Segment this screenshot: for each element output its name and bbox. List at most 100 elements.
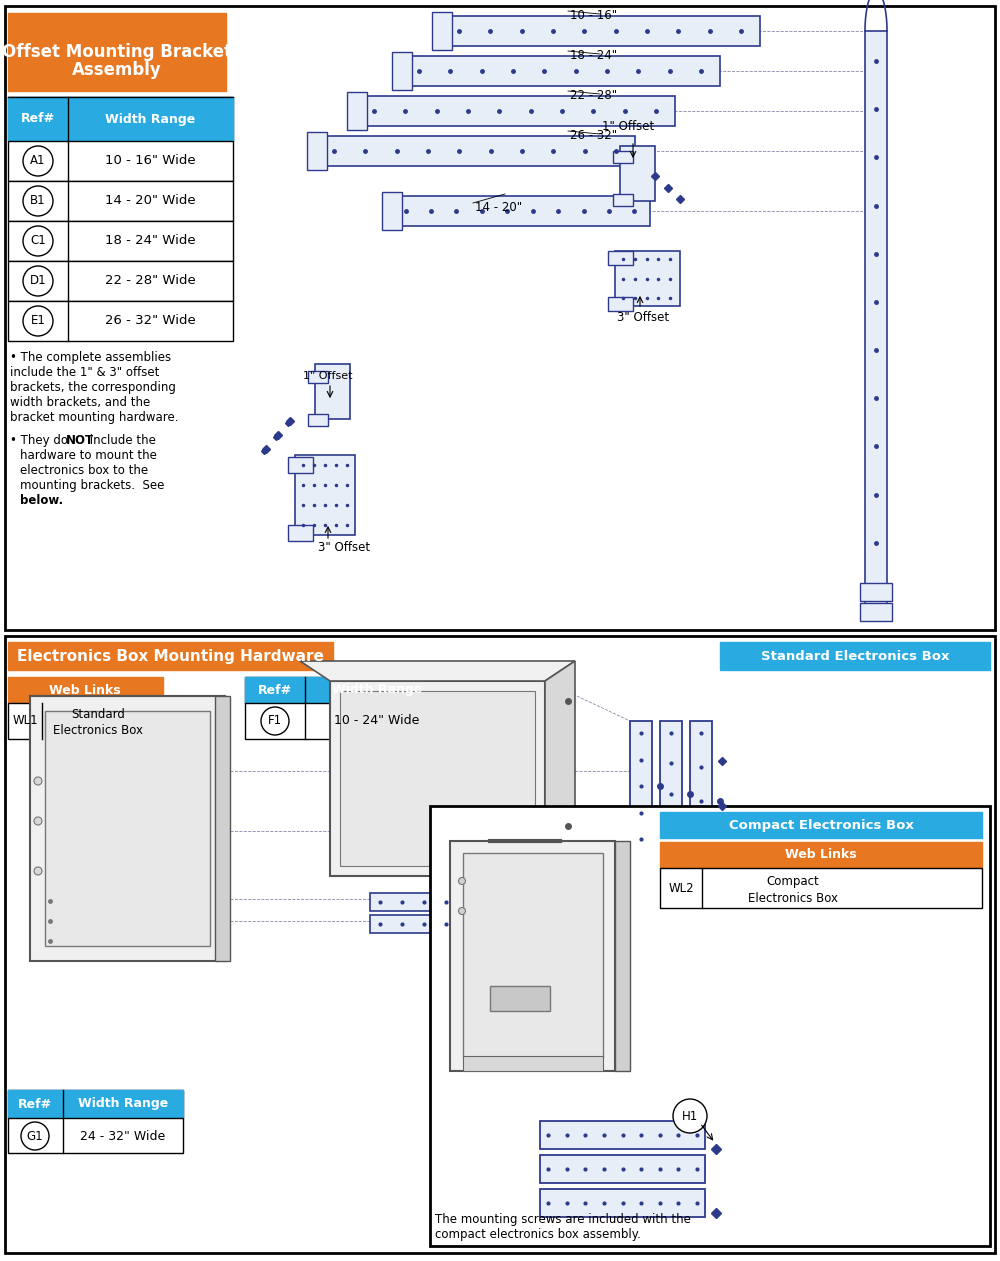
Text: F1: F1 xyxy=(268,715,282,728)
Text: electronics box to the: electronics box to the xyxy=(20,464,148,477)
Bar xyxy=(432,13,452,50)
Bar xyxy=(8,141,233,182)
Bar xyxy=(540,1155,705,1183)
Bar xyxy=(463,852,603,1058)
Bar xyxy=(370,893,550,910)
Text: B1: B1 xyxy=(30,194,46,208)
Bar xyxy=(540,1189,705,1217)
Bar xyxy=(430,806,990,1246)
Text: G1: G1 xyxy=(27,1130,43,1142)
Bar xyxy=(245,677,305,702)
Bar xyxy=(355,96,675,126)
Bar xyxy=(860,603,892,620)
Text: 14 - 20" Wide: 14 - 20" Wide xyxy=(105,194,195,208)
Text: include the: include the xyxy=(86,434,156,446)
Text: Assembly: Assembly xyxy=(72,61,162,79)
Bar xyxy=(8,677,163,702)
Circle shape xyxy=(673,1100,707,1132)
Text: Width Range: Width Range xyxy=(78,1097,168,1111)
Text: E1: E1 xyxy=(31,314,45,328)
Text: 10 - 16": 10 - 16" xyxy=(570,9,617,21)
Text: Electronics Box: Electronics Box xyxy=(53,725,143,738)
Bar xyxy=(490,986,550,1011)
Text: 26 - 32" Wide: 26 - 32" Wide xyxy=(105,314,195,328)
Text: • The complete assemblies: • The complete assemblies xyxy=(10,351,171,364)
Text: Width Range: Width Range xyxy=(332,683,422,696)
Bar xyxy=(615,841,630,1071)
Circle shape xyxy=(23,266,53,296)
Bar xyxy=(307,132,327,170)
Bar xyxy=(630,721,652,851)
Bar xyxy=(860,583,892,601)
Circle shape xyxy=(458,908,466,914)
Bar xyxy=(540,1121,705,1149)
Text: include the 1" & 3" offset: include the 1" & 3" offset xyxy=(10,366,159,380)
Circle shape xyxy=(23,187,53,216)
Bar xyxy=(5,636,995,1253)
Circle shape xyxy=(34,868,42,875)
Bar xyxy=(392,52,412,90)
Text: brackets, the corresponding: brackets, the corresponding xyxy=(10,381,176,393)
Circle shape xyxy=(23,306,53,335)
Text: Compact: Compact xyxy=(767,874,819,888)
Text: A1: A1 xyxy=(30,155,46,168)
Text: mounting brackets.  See: mounting brackets. See xyxy=(20,479,164,492)
Text: Ref#: Ref# xyxy=(21,112,55,126)
Bar xyxy=(8,261,233,301)
Bar xyxy=(305,677,450,702)
Polygon shape xyxy=(300,661,575,681)
Bar xyxy=(400,55,720,86)
Circle shape xyxy=(34,817,42,825)
Bar xyxy=(347,92,367,130)
Text: H1: H1 xyxy=(682,1110,698,1122)
Text: Ref#: Ref# xyxy=(258,683,292,696)
Text: Compact Electronics Box: Compact Electronics Box xyxy=(729,818,913,831)
Text: 10 - 16" Wide: 10 - 16" Wide xyxy=(105,155,195,168)
Bar xyxy=(45,711,210,946)
Bar xyxy=(450,841,615,1071)
Bar xyxy=(463,1055,603,1071)
Bar xyxy=(8,1119,183,1153)
Text: Offset Mounting Bracket: Offset Mounting Bracket xyxy=(2,43,232,61)
Text: C1: C1 xyxy=(30,235,46,247)
Bar xyxy=(608,251,633,265)
Text: 18 - 24" Wide: 18 - 24" Wide xyxy=(105,235,195,247)
Text: 24 - 32" Wide: 24 - 32" Wide xyxy=(80,1130,166,1142)
Text: below.: below. xyxy=(20,494,63,507)
Text: Electronics Box: Electronics Box xyxy=(748,893,838,905)
Bar xyxy=(660,721,682,866)
Bar xyxy=(288,456,313,473)
Text: 1" Offset: 1" Offset xyxy=(602,120,654,132)
Bar xyxy=(615,251,680,306)
Text: 10 - 24" Wide: 10 - 24" Wide xyxy=(334,715,420,728)
Text: hardware to mount the: hardware to mount the xyxy=(20,449,157,462)
Bar xyxy=(8,1090,63,1119)
Bar xyxy=(63,1090,183,1119)
Bar xyxy=(68,97,233,141)
Text: 3" Offset: 3" Offset xyxy=(617,311,669,324)
Bar xyxy=(390,195,650,226)
Text: compact electronics box assembly.: compact electronics box assembly. xyxy=(435,1228,641,1241)
Bar xyxy=(613,151,633,163)
Bar xyxy=(865,32,887,620)
Text: The mounting screws are included with the: The mounting screws are included with th… xyxy=(435,1213,691,1226)
Circle shape xyxy=(21,1122,49,1150)
Bar xyxy=(288,525,313,541)
Bar xyxy=(295,455,355,535)
Bar xyxy=(660,812,982,839)
Text: Standard Electronics Box: Standard Electronics Box xyxy=(761,649,949,662)
Text: 14 - 20": 14 - 20" xyxy=(475,200,522,214)
Text: WL1: WL1 xyxy=(12,715,38,728)
Bar xyxy=(690,721,712,881)
Circle shape xyxy=(23,226,53,256)
Bar xyxy=(608,298,633,311)
Bar xyxy=(340,691,535,866)
Bar xyxy=(330,681,545,876)
Bar xyxy=(245,677,450,702)
Bar xyxy=(8,97,68,141)
Bar xyxy=(215,696,230,961)
Text: • They do: • They do xyxy=(10,434,72,446)
Text: width brackets, and the: width brackets, and the xyxy=(10,396,150,409)
Text: 3" Offset: 3" Offset xyxy=(318,541,370,554)
Bar xyxy=(5,6,995,630)
